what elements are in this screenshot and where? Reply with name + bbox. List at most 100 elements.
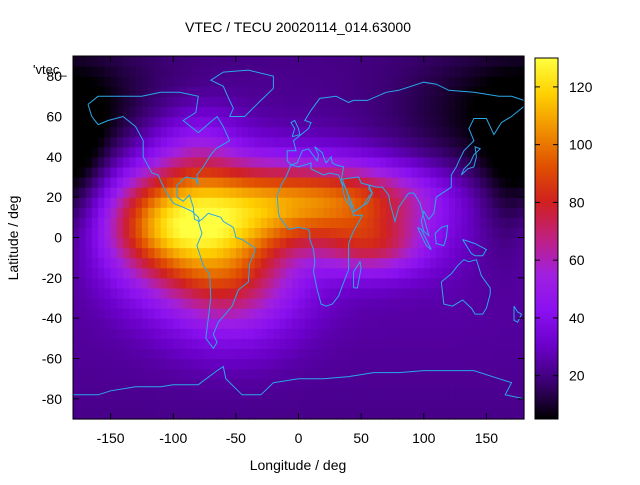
heatmap-cell [129,187,137,198]
heatmap-cell [91,66,99,77]
heatmap-cell [423,56,431,67]
heatmap-cell [398,237,406,249]
heatmap-cell [116,358,124,370]
heatmap-cell [135,378,143,390]
heatmap-cell [242,237,249,249]
heatmap-cell [154,227,162,239]
heatmap-cell [455,96,462,108]
heatmap-cell [285,318,293,329]
heatmap-cell [235,76,243,87]
heatmap-cell [379,408,387,420]
heatmap-cell [242,308,249,319]
heatmap-cell [336,76,343,87]
heatmap-cell [430,156,437,168]
heatmap-cell [123,348,130,360]
y-tick-label: -60 [42,351,62,367]
heatmap-cell [204,368,212,380]
heatmap-cell [423,66,431,77]
heatmap-cell [323,197,331,208]
heatmap-cell [129,408,137,420]
heatmap-cell [392,308,400,319]
heatmap-cell [185,267,193,279]
heatmap-cell [154,247,162,259]
heatmap-cell [248,398,256,410]
heatmap-cell [217,267,224,279]
coastline-sumatra [417,226,432,250]
heatmap-cell [141,247,149,259]
heatmap-cell [505,267,513,279]
heatmap-cell [248,96,256,108]
heatmap-cell [279,166,287,178]
heatmap-cell [123,66,130,77]
heatmap-cell [273,146,281,158]
heatmap-cell [323,166,331,178]
heatmap-cell [298,177,306,188]
heatmap-cell [367,388,375,400]
heatmap-cell [461,66,469,77]
heatmap-cell [361,247,368,259]
heatmap-cell [304,187,312,198]
heatmap-cell [173,318,181,329]
heatmap-cell [179,267,187,279]
heatmap-cell [229,247,237,259]
heatmap-cell [511,96,519,108]
heatmap-cell [98,267,105,279]
heatmap-cell [141,177,149,188]
heatmap-cell [436,328,444,339]
heatmap-cell [242,368,249,380]
heatmap-cell [248,267,256,279]
heatmap-cell [273,368,281,380]
heatmap-cell [442,358,450,370]
heatmap-cell [342,116,350,128]
heatmap-cell [166,318,174,329]
heatmap-cell [411,247,419,259]
heatmap-cell [467,368,475,380]
heatmap-cell [442,136,450,148]
heatmap-cell [354,378,362,390]
coastline-arabia [341,176,374,212]
heatmap-cell [73,106,80,118]
heatmap-cell [260,146,268,158]
heatmap-cell [423,76,431,87]
heatmap-cell [386,378,394,390]
heatmap-cell [323,217,331,229]
heatmap-cell [242,66,249,77]
heatmap-cell [423,237,431,249]
heatmap-cell [141,146,149,158]
heatmap-cell [298,106,306,118]
heatmap-cell [292,66,300,77]
heatmap-cell [235,237,243,249]
heatmap-cell [473,388,481,400]
heatmap-cell [430,298,437,309]
heatmap-cell [392,86,400,97]
heatmap-cell [91,166,99,178]
heatmap-cell [498,166,506,178]
heatmap-cell [517,76,525,87]
heatmap-cell [166,277,174,289]
heatmap-cell [329,348,337,360]
heatmap-cell [91,86,99,97]
heatmap-cell [367,126,375,138]
heatmap-cell [198,408,206,420]
heatmap-cell [304,287,312,299]
heatmap-cell [411,66,419,77]
heatmap-cell [498,197,506,208]
heatmap-cell [298,76,306,87]
heatmap-cell [505,76,513,87]
heatmap-cell [285,237,293,249]
heatmap-cell [173,298,181,309]
heatmap-cell [285,328,293,339]
heatmap-cell [342,56,350,67]
heatmap-cell [448,257,456,269]
heatmap-cell [342,96,350,108]
heatmap-cell [223,227,231,239]
heatmap-cell [79,368,87,380]
heatmap-cell [498,237,506,249]
heatmap-cell [242,318,249,329]
heatmap-cell [173,76,181,87]
heatmap-cell [480,287,488,299]
heatmap-cell [173,116,181,128]
heatmap-cell [141,227,149,239]
heatmap-cell [198,146,206,158]
heatmap-cell [248,338,256,350]
